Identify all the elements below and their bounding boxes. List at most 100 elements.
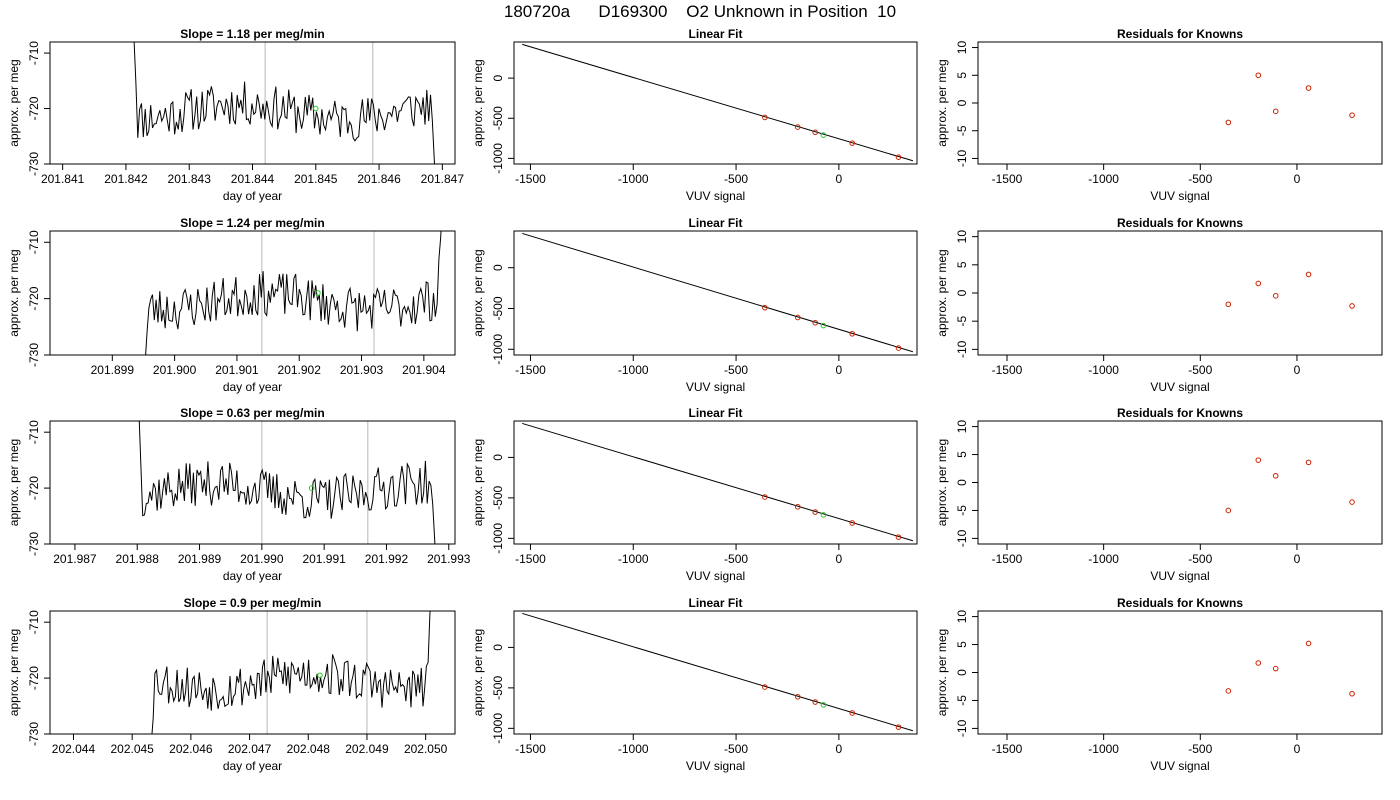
y-tick-label: 5 — [955, 641, 969, 648]
plot-frame — [977, 610, 1383, 735]
known-point — [849, 710, 856, 716]
x-tick-label: 201.988 — [116, 552, 160, 566]
fit-line — [522, 612, 914, 732]
known-point — [812, 699, 819, 705]
x-axis-label: VUV signal — [1150, 189, 1209, 203]
y-axis-label: approx. per meg — [935, 629, 949, 716]
y-tick-label: 0 — [491, 74, 505, 81]
plot-frame — [977, 230, 1383, 356]
y-tick-label: -720 — [27, 476, 41, 500]
x-axis-label: day of year — [223, 189, 282, 203]
panel-title: Residuals for Knowns — [1117, 406, 1243, 420]
x-tick-label: 0 — [1294, 363, 1301, 377]
x-tick-label: -1500 — [992, 742, 1023, 756]
x-tick-label: -500 — [724, 742, 748, 756]
y-tick-label: 10 — [955, 230, 969, 244]
y-tick-label: -1000 — [491, 143, 505, 174]
x-axis-label: day of year — [223, 569, 282, 583]
x-tick-label: 202.046 — [169, 742, 213, 756]
x-tick-label: 201.844 — [231, 172, 275, 186]
y-tick-label: 0 — [491, 454, 505, 461]
x-tick-label: 201.841 — [41, 172, 85, 186]
y-tick-label: 10 — [955, 420, 969, 434]
x-tick-label: 201.991 — [302, 552, 346, 566]
x-axis-label: VUV signal — [1150, 380, 1209, 394]
y-tick-label: -730 — [27, 722, 41, 746]
x-tick-label: -1000 — [618, 742, 649, 756]
panel-time-series-row-3: Slope = 0.63 per meg/min 201.987 201.988 20… — [7, 406, 471, 583]
residual-point — [1305, 459, 1312, 466]
y-tick-label: -710 — [27, 610, 41, 634]
y-tick-label: -1000 — [491, 334, 505, 365]
panel-title: Slope = 1.18 per meg/min — [180, 27, 324, 41]
panel-linear-fit-row-3: Linear Fit -1500 -1000 -500 0 -1000 -500 0 VUV s… — [471, 406, 918, 583]
y-tick-label: 0 — [955, 289, 969, 296]
x-tick-label: -1000 — [1088, 172, 1119, 186]
residual-point — [1305, 640, 1312, 647]
fit-line — [522, 232, 914, 353]
residual-point — [1272, 293, 1279, 299]
y-axis-label: approx. per meg — [7, 249, 21, 336]
panel-title: Linear Fit — [688, 596, 742, 610]
x-tick-label: -500 — [1188, 552, 1212, 566]
x-tick-label: 201.901 — [215, 363, 259, 377]
x-tick-label: 201.989 — [178, 552, 222, 566]
residual-point — [1349, 690, 1355, 697]
x-tick-label: 201.992 — [365, 552, 409, 566]
y-tick-label: -10 — [955, 149, 969, 167]
plot-frame — [513, 41, 918, 165]
x-tick-label: 202.044 — [52, 742, 96, 756]
known-point — [895, 724, 902, 730]
residual-point — [1255, 280, 1262, 287]
y-tick-label: -10 — [955, 719, 969, 737]
residual-point — [1272, 108, 1279, 115]
known-point — [762, 304, 768, 311]
y-axis-label: approx. per meg — [471, 59, 485, 146]
x-axis-label: VUV signal — [686, 759, 745, 773]
residual-point — [1255, 72, 1262, 79]
panel-title: Residuals for Knowns — [1117, 596, 1243, 610]
known-point — [794, 503, 801, 510]
y-tick-label: -5 — [955, 316, 969, 327]
x-tick-label: -1500 — [992, 172, 1023, 186]
x-tick-label: -1500 — [515, 552, 546, 566]
x-tick-label: -1000 — [618, 363, 649, 377]
panel-residuals-row-3: Residuals for Knowns -1500 -1000 -500 0 -10 -5… — [935, 406, 1383, 583]
x-tick-label: -1500 — [515, 172, 546, 186]
y-tick-label: 5 — [955, 451, 969, 458]
known-point — [895, 345, 902, 351]
x-tick-label: -1000 — [1088, 742, 1119, 756]
y-tick-label: -710 — [27, 41, 41, 65]
x-axis-label: VUV signal — [1150, 759, 1209, 773]
y-axis-label: approx. per meg — [471, 439, 485, 526]
y-axis-label: approx. per meg — [935, 59, 949, 146]
known-point — [895, 534, 902, 540]
x-tick-label: 201.847 — [421, 172, 465, 186]
y-tick-label: -500 — [491, 296, 505, 320]
y-tick-label: -1000 — [491, 523, 505, 554]
residual-point — [1255, 660, 1262, 666]
y-tick-label: -5 — [955, 125, 969, 136]
y-tick-label: -5 — [955, 505, 969, 516]
unknown-point — [820, 512, 827, 518]
fit-line — [522, 43, 914, 162]
x-tick-label: 201.842 — [104, 172, 148, 186]
residual-point — [1225, 688, 1232, 694]
x-tick-label: 201.993 — [427, 552, 471, 566]
x-tick-label: 0 — [1294, 742, 1301, 756]
panel-residuals-row-1: Residuals for Knowns -1500 -1000 -500 0 -10 -5… — [935, 27, 1383, 203]
x-tick-label: 201.846 — [357, 172, 401, 186]
residual-point — [1272, 665, 1279, 672]
x-tick-label: -500 — [1188, 742, 1212, 756]
y-tick-label: -500 — [491, 676, 505, 700]
x-tick-label: 201.899 — [91, 363, 135, 377]
y-tick-label: -720 — [27, 666, 41, 690]
panel-time-series-row-4: Slope = 0.9 per meg/min 202.044 202.045 202… — [7, 596, 456, 773]
y-tick-label: 0 — [955, 669, 969, 676]
unknown-point — [820, 702, 827, 708]
panel-title: Slope = 0.63 per meg/min — [180, 406, 324, 420]
unknown-point-marker — [308, 485, 315, 491]
residual-point — [1255, 457, 1262, 463]
plot-frame — [49, 41, 456, 165]
unknown-point — [820, 132, 827, 138]
